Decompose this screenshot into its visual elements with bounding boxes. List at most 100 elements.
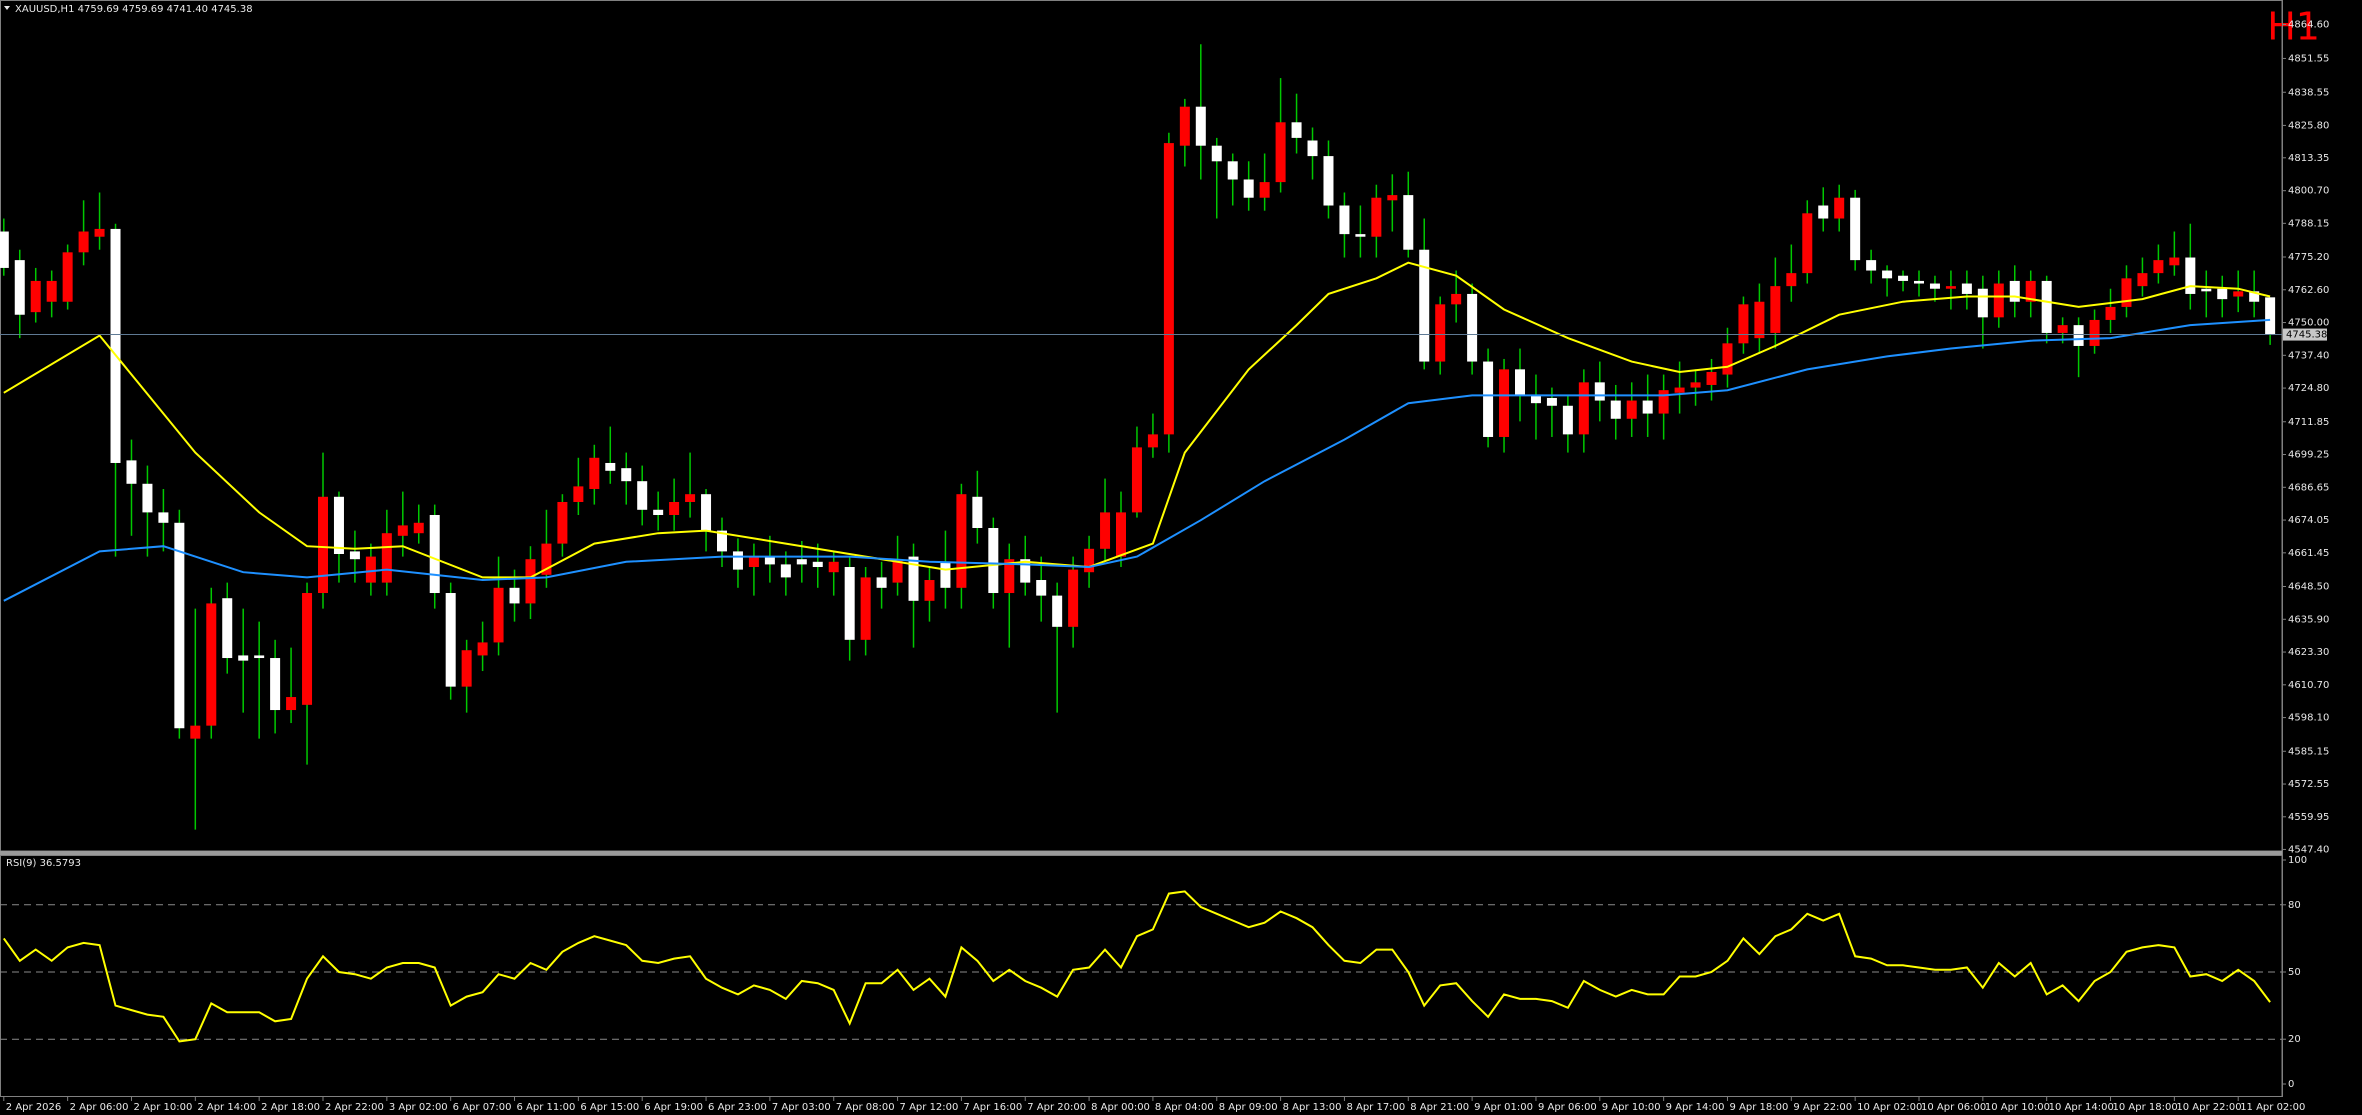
candle-body [2153, 260, 2164, 274]
candle-body [142, 483, 153, 513]
x-tick-label: 9 Apr 06:00 [1538, 1102, 1597, 1113]
candle-body [780, 564, 791, 578]
x-tick-label: 10 Apr 22:00 [2176, 1102, 2241, 1113]
candle-body [812, 561, 823, 568]
candle-body [1546, 397, 1557, 406]
candle-body [126, 460, 137, 484]
candle-body [1259, 182, 1270, 198]
rsi-line [2, 890, 2271, 1043]
y-tick-label: 20 [2288, 1034, 2301, 1045]
candle-body [1818, 205, 1829, 219]
y-tick-label: 4800.70 [2288, 186, 2329, 197]
candle-body [2185, 257, 2196, 294]
candle-body [302, 593, 313, 705]
candle-body [1977, 288, 1988, 318]
candle-body [637, 481, 648, 510]
candle-body [0, 231, 9, 268]
candle-body [1291, 122, 1302, 138]
candle-body [477, 642, 488, 656]
collapse-arrow [4, 6, 10, 10]
y-tick-label: 4775.20 [2288, 252, 2329, 263]
x-tick-label: 9 Apr 22:00 [1793, 1102, 1852, 1113]
candle-body [62, 252, 73, 302]
candle-body [972, 496, 983, 528]
candle-body [254, 655, 265, 659]
candle-body [30, 280, 41, 313]
candle-body [381, 533, 392, 583]
x-tick-label: 8 Apr 17:00 [1346, 1102, 1405, 1113]
y-tick-label: 4825.80 [2288, 120, 2329, 131]
candle-body [732, 551, 743, 570]
y-tick-label: 4572.55 [2288, 779, 2329, 790]
candle-body [748, 556, 759, 568]
candle-body [653, 509, 664, 515]
candle-body [46, 280, 57, 302]
candle-body [908, 556, 919, 601]
candle-body [1275, 122, 1286, 183]
candle-body [286, 697, 297, 711]
candle-body [1163, 143, 1174, 435]
candle-body [924, 580, 935, 601]
candle-body [190, 725, 201, 739]
y-tick-label: 4813.35 [2288, 153, 2329, 164]
candle-body [1307, 140, 1318, 157]
x-tick-label: 2 Apr 22:00 [325, 1102, 384, 1113]
candle-body [1131, 447, 1142, 513]
x-tick-label: 2 Apr 14:00 [197, 1102, 256, 1113]
candle-body [1499, 369, 1510, 437]
y-tick-label: 4610.70 [2288, 680, 2329, 691]
x-tick-label: 2 Apr 18:00 [261, 1102, 320, 1113]
candle-body [828, 561, 839, 573]
y-tick-label: 4661.45 [2288, 548, 2329, 559]
candle-body [1227, 161, 1238, 180]
candle-body [557, 501, 568, 544]
candle-body [1690, 382, 1701, 388]
candle-body [14, 260, 25, 315]
x-tick-label: 7 Apr 12:00 [900, 1102, 959, 1113]
candle-body [397, 525, 408, 536]
x-tick-label: 11 Apr 02:00 [2240, 1102, 2305, 1113]
candle-body [1195, 106, 1206, 146]
y-tick-label: 4788.15 [2288, 218, 2329, 229]
y-tick-label: 4585.15 [2288, 746, 2329, 757]
candle-body [1626, 400, 1637, 419]
y-tick-label: 4635.90 [2288, 614, 2329, 625]
candle-body [445, 593, 456, 687]
candle-body [429, 514, 440, 594]
candle-body [238, 655, 249, 661]
candle-body [1004, 559, 1015, 594]
candle-body [1786, 273, 1797, 287]
candle-body [1929, 283, 1940, 289]
candle-body [1610, 400, 1621, 419]
candle-body [174, 522, 185, 729]
candle-body [1339, 205, 1350, 235]
moving-average [3, 261, 2271, 579]
x-tick-label: 6 Apr 19:00 [644, 1102, 703, 1113]
candle-body [1211, 145, 1222, 162]
candle-body [1722, 343, 1733, 375]
candle-body [1036, 580, 1047, 596]
x-tick-label: 9 Apr 01:00 [1474, 1102, 1533, 1113]
candle-body [1323, 156, 1334, 206]
y-tick-label: 100 [2288, 855, 2307, 866]
candle-body [461, 650, 472, 687]
candle-body [605, 462, 616, 471]
candle-body [1882, 270, 1893, 279]
candle-body [1355, 234, 1366, 237]
y-tick-label: 4851.55 [2288, 53, 2329, 64]
candle-body [509, 587, 520, 604]
candle-body [2057, 325, 2068, 333]
candle-body [1435, 304, 1446, 362]
x-tick-label: 10 Apr 10:00 [1985, 1102, 2050, 1113]
x-tick-label: 7 Apr 03:00 [772, 1102, 831, 1113]
candle-body [94, 228, 105, 237]
y-tick-label: 4648.50 [2288, 582, 2329, 593]
candle-body [1898, 275, 1909, 281]
candle-body [318, 496, 328, 594]
candle-body [844, 567, 855, 640]
y-tick-label: 4750.00 [2288, 318, 2329, 329]
candle-body [270, 658, 281, 711]
